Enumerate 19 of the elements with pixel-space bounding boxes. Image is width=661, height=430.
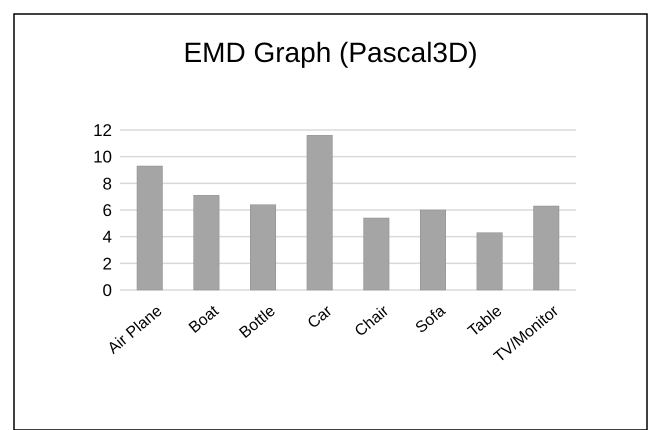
y-tick-label: 4: [102, 228, 112, 247]
chart-title: EMD Graph (Pascal3D): [183, 37, 478, 68]
x-tick-label: Sofa: [412, 302, 449, 337]
bar: [193, 195, 220, 290]
bar: [306, 135, 333, 290]
y-tick-label: 0: [102, 280, 112, 300]
bar: [136, 166, 163, 290]
x-tick-label: Boat: [186, 302, 223, 337]
y-tick-label: 2: [102, 254, 112, 274]
bar: [533, 206, 560, 290]
y-tick-label: 8: [102, 174, 112, 194]
y-tick-label: 10: [93, 148, 112, 167]
x-tick-label: Car: [304, 302, 336, 332]
bar: [420, 210, 446, 290]
bar: [476, 232, 503, 290]
bar: [363, 218, 390, 290]
y-tick-label: 6: [102, 200, 112, 220]
bar: [250, 204, 276, 290]
y-tick-label: 12: [93, 120, 112, 140]
